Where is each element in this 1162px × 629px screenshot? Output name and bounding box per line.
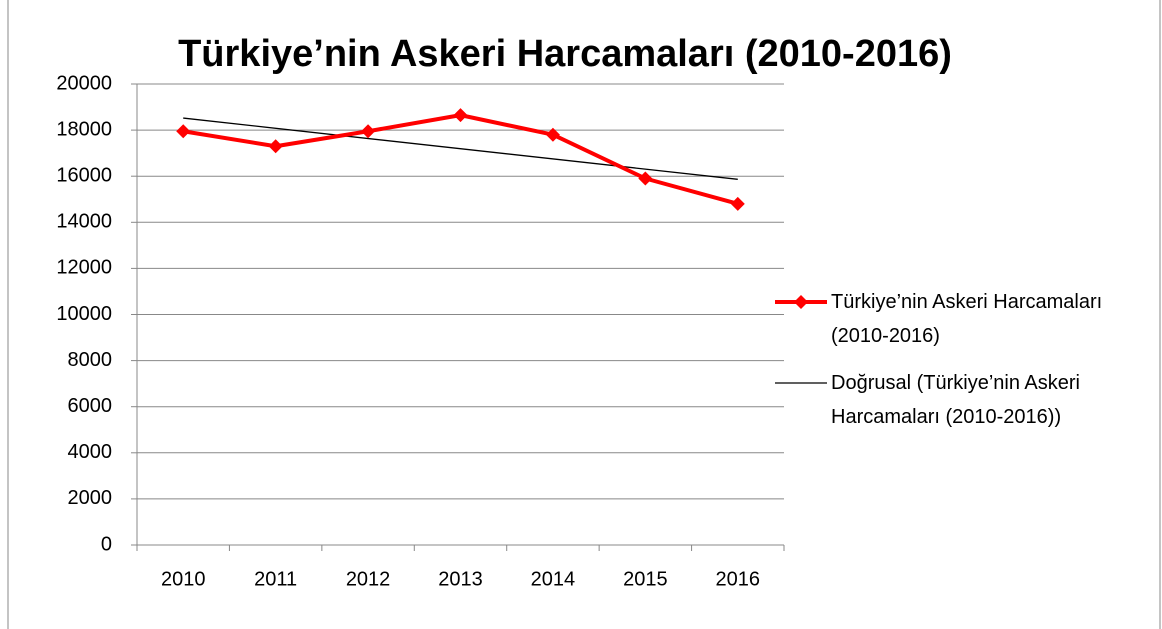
y-tick-label: 10000 <box>56 303 112 325</box>
point-marker <box>730 196 745 211</box>
chart-border <box>7 0 1161 629</box>
x-tick-label: 2015 <box>623 568 668 590</box>
y-tick-label: 0 <box>101 533 112 555</box>
point-marker <box>268 139 283 154</box>
y-tick-label: 20000 <box>56 72 112 94</box>
point-marker <box>545 127 560 142</box>
y-tick-label: 8000 <box>68 349 113 371</box>
x-tick-label: 2014 <box>531 568 576 590</box>
point-marker <box>453 108 468 123</box>
y-tick-label: 12000 <box>56 257 112 279</box>
y-tick-label: 6000 <box>68 395 113 417</box>
y-tick-label: 14000 <box>56 211 112 233</box>
chart-title: Türkiye’nin Askeri Harcamaları (2010-201… <box>178 33 952 75</box>
x-tick-label: 2016 <box>716 568 761 590</box>
legend-series-marker <box>794 295 808 309</box>
series-line <box>182 113 739 206</box>
y-tick-label: 18000 <box>56 118 112 140</box>
y-tick-label: 2000 <box>68 487 113 509</box>
legend-trend: Doğrusal (Türkiye’nin Askeri Harcamaları… <box>831 372 1080 428</box>
legend-series: Türkiye’nin Askeri Harcamaları (2010-201… <box>831 291 1103 347</box>
x-tick-label: 2010 <box>161 568 206 590</box>
x-tick-label: 2013 <box>438 568 483 590</box>
point-marker <box>176 124 191 139</box>
point-marker <box>361 124 376 139</box>
x-tick-label: 2012 <box>346 568 391 590</box>
x-tick-label: 2011 <box>254 568 297 590</box>
y-tick-label: 16000 <box>56 164 112 186</box>
y-tick-label: 4000 <box>68 441 113 463</box>
point-marker <box>638 171 653 186</box>
trendline <box>183 117 738 180</box>
